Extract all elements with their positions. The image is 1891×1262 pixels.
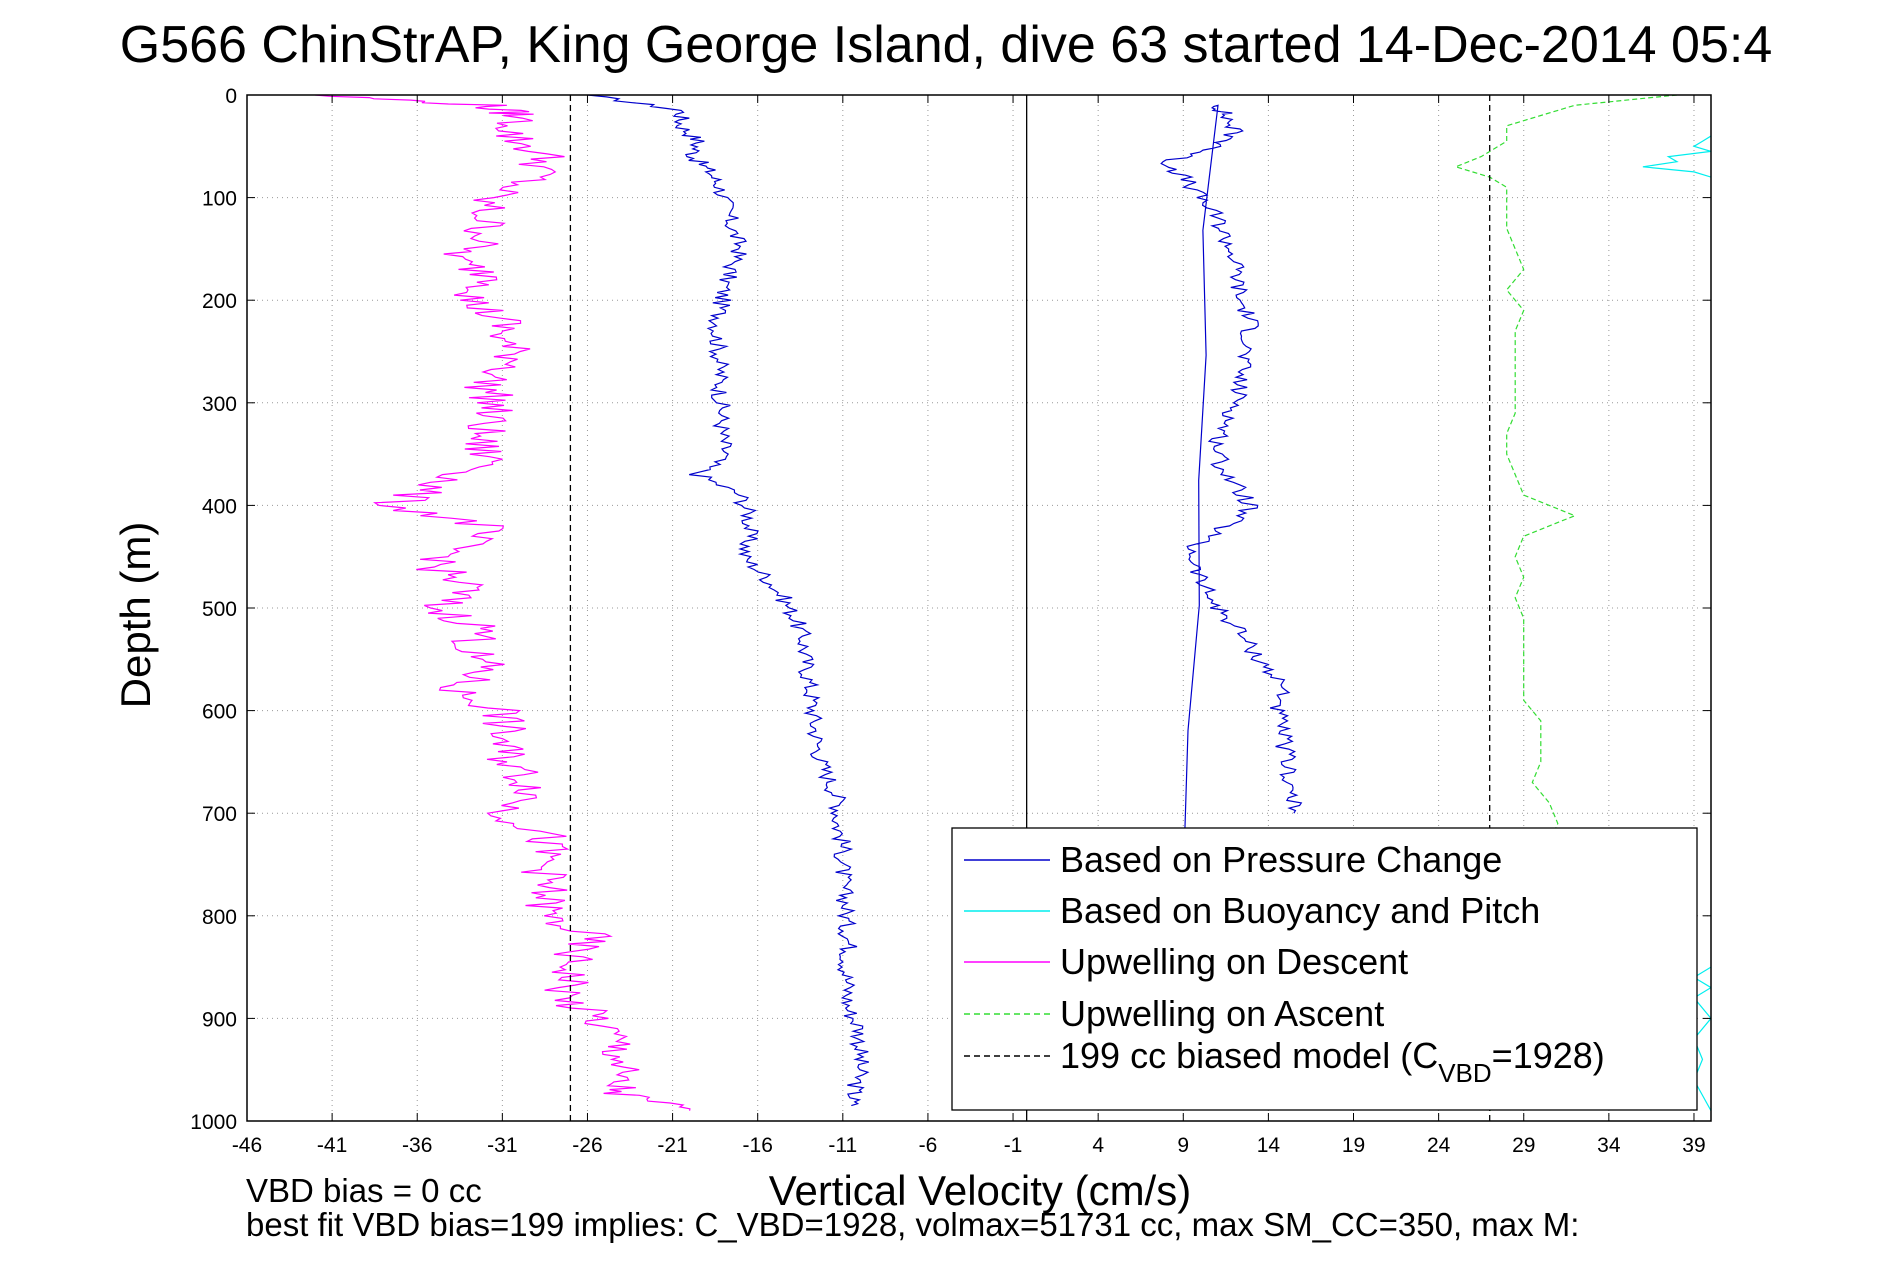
vbd-bias-annotation: VBD bias = 0 cc	[246, 1172, 482, 1209]
x-axis-label: Vertical Velocity (cm/s)	[769, 1167, 1191, 1214]
x-tick-label: 19	[1342, 1134, 1365, 1157]
y-tick-label: 800	[202, 906, 237, 929]
legend: Based on Pressure Change Based on Buoyanc…	[951, 827, 1698, 1111]
x-tick-label: 34	[1597, 1134, 1621, 1157]
axes-frame	[246, 94, 1712, 1122]
y-tick-label: 700	[202, 803, 237, 826]
x-tick-label: 24	[1427, 1134, 1451, 1157]
legend-label: 199 cc biased model (CVBD=1928)	[1060, 1035, 1605, 1088]
series-line-upwelling-on-descent	[315, 95, 691, 1111]
y-tick-label: 500	[202, 598, 237, 621]
axes	[246, 94, 1712, 1122]
y-tick-label: 900	[202, 1008, 237, 1031]
best-fit-annotation: best fit VBD bias=199 implies: C_VBD=192…	[246, 1206, 1579, 1243]
legend-label: Based on Pressure Change	[1060, 839, 1502, 880]
y-axis-label: Depth (m)	[112, 522, 159, 709]
tick-labels: -46 -41 -36 -31 -26 -21 -16 -11 -6 -1 4 9 14 19 24 29 34…	[190, 85, 1705, 1157]
y-tick-label: 100	[202, 188, 237, 211]
series-line-based-on-pressure-change	[1160, 104, 1303, 1106]
x-tick-label: -1	[1004, 1134, 1023, 1157]
legend-label-subscript: VBD	[1438, 1058, 1491, 1088]
y-tick-label: 200	[202, 290, 237, 313]
x-tick-label: 4	[1092, 1134, 1104, 1157]
x-tick-label: 9	[1177, 1134, 1189, 1157]
x-tick-label: -16	[743, 1134, 773, 1157]
series-line-based-on-pressure-change	[587, 95, 870, 1107]
y-tick-label: 0	[225, 85, 237, 108]
x-tick-label: -26	[572, 1134, 602, 1157]
x-tick-label: -31	[487, 1134, 517, 1157]
y-tick-label: 1000	[190, 1111, 237, 1134]
x-tick-label: -11	[828, 1134, 857, 1157]
x-tick-label: 39	[1682, 1134, 1705, 1157]
x-tick-label: 14	[1257, 1134, 1281, 1157]
y-tick-label: 600	[202, 701, 237, 724]
x-tick-label: -21	[657, 1134, 687, 1157]
y-tick-label: 300	[202, 393, 237, 416]
legend-label: Upwelling on Ascent	[1060, 993, 1384, 1034]
x-tick-label: -6	[919, 1134, 938, 1157]
y-tick-label: 400	[202, 495, 237, 518]
legend-label-main: 199 cc biased model (C	[1060, 1035, 1438, 1076]
x-tick-label: -36	[402, 1134, 432, 1157]
x-tick-label: -46	[232, 1134, 262, 1157]
legend-label: Upwelling on Descent	[1060, 941, 1408, 982]
series-line-based-on-buoyancy-and-pitch	[1642, 135, 1711, 178]
legend-label-end: =1928)	[1492, 1035, 1605, 1076]
chart-title: G566 ChinStrAP, King George Island, dive…	[120, 16, 1773, 74]
legend-label: Based on Buoyancy and Pitch	[1060, 890, 1540, 931]
x-tick-label: 29	[1512, 1134, 1535, 1157]
legend-box	[951, 827, 1698, 1111]
x-tick-label: -41	[317, 1134, 347, 1157]
